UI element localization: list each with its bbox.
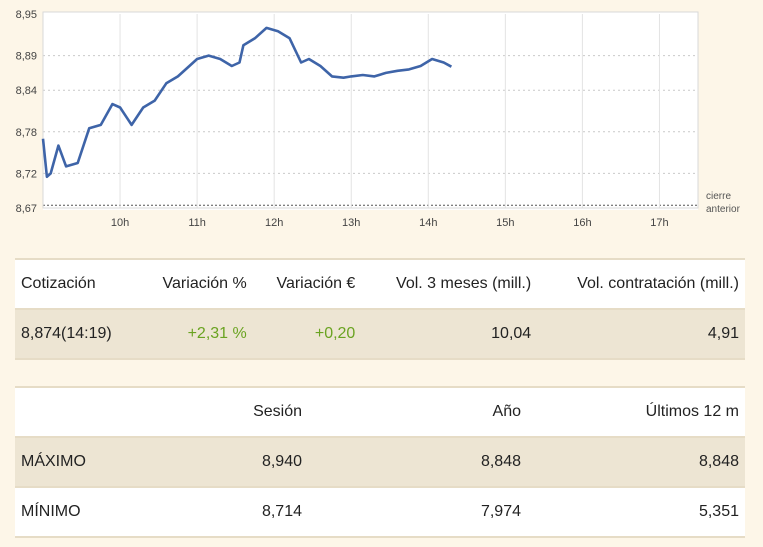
row-minimo: MÍNIMO 8,714 7,974 5,351 [15, 487, 745, 537]
x-tick-label: 12h [265, 217, 283, 229]
x-tick-label: 15h [496, 217, 514, 229]
value-vol-contratacion: 4,91 [707, 325, 739, 342]
quote-table: Cotización Variación % Variación € Vol. … [15, 258, 745, 360]
value-variacion-pct: +2,31 % [187, 325, 247, 342]
x-tick-label: 14h [419, 217, 437, 229]
value-vol-3m: 10,04 [491, 325, 532, 342]
minimo-sesion: 8,714 [261, 503, 302, 520]
x-tick-label: 10h [111, 217, 129, 229]
plot-area [43, 12, 698, 210]
minimo-ano: 7,974 [480, 503, 521, 520]
y-tick-label: 8,89 [16, 51, 37, 63]
x-tick-label: 11h [188, 217, 206, 229]
quote-values-row: 8,874(14:19) +2,31 % +0,20 10,04 4,91 [15, 309, 745, 359]
header-variacion-pct: Variación % [162, 275, 247, 292]
range-header-row: Sesión Año Últimos 12 m [15, 387, 745, 437]
label-maximo: MÁXIMO [21, 453, 86, 470]
minimo-12m: 5,351 [698, 503, 739, 520]
x-tick-label: 17h [650, 217, 668, 229]
header-vol-3m: Vol. 3 meses (mill.) [396, 275, 532, 292]
row-maximo: MÁXIMO 8,940 8,848 8,848 [15, 437, 745, 487]
reference-label-line1: cierre [706, 191, 731, 202]
maximo-12m: 8,848 [698, 453, 739, 470]
header-ultimos-12m: Últimos 12 m [645, 403, 739, 420]
value-cotizacion: 8,874(14:19) [21, 325, 112, 342]
x-tick-label: 13h [342, 217, 360, 229]
y-tick-label: 8,67 [16, 203, 37, 215]
header-blank [15, 387, 145, 437]
intraday-price-chart: 8,95 8,89 8,84 8,78 8,72 8,67 10h 11h 12h 13h 14h… [0, 0, 763, 234]
maximo-ano: 8,848 [480, 453, 521, 470]
maximo-sesion: 8,940 [261, 453, 302, 470]
x-tick-label: 16h [573, 217, 591, 229]
value-variacion-eur: +0,20 [314, 325, 356, 342]
header-cotizacion: Cotización [21, 275, 96, 292]
label-minimo: MÍNIMO [21, 503, 81, 520]
header-ano: Año [492, 403, 521, 420]
range-table: Sesión Año Últimos 12 m MÁXIMO 8,940 8,8… [15, 386, 745, 538]
price-series-line [41, 26, 453, 179]
header-sesion: Sesión [253, 403, 302, 420]
header-vol-contratacion: Vol. contratación (mill.) [577, 275, 739, 292]
header-variacion-eur: Variación € [276, 275, 356, 292]
y-tick-label: 8,78 [16, 127, 37, 139]
reference-label-line2: anterior [706, 204, 741, 215]
y-tick-label: 8,84 [16, 85, 37, 97]
quote-header-row: Cotización Variación % Variación € Vol. … [15, 259, 745, 309]
plot-frame [42, 11, 699, 209]
y-tick-label: 8,72 [16, 168, 37, 180]
y-tick-label: 8,95 [16, 9, 37, 21]
chart-svg: 8,95 8,89 8,84 8,78 8,72 8,67 10h 11h 12h 13h 14h… [16, 9, 741, 229]
